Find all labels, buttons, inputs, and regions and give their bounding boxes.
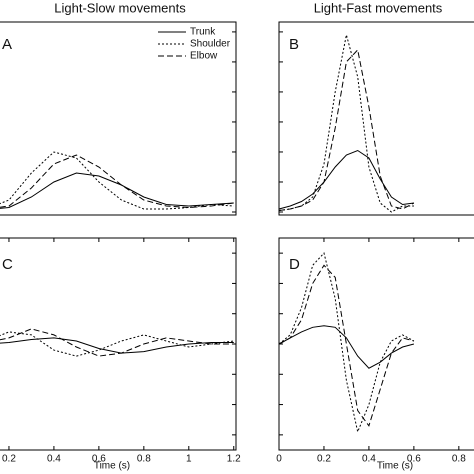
- x-tick-label: 0.2: [317, 454, 331, 465]
- panel-letter: D: [289, 256, 300, 273]
- legend-label: Shoulder: [190, 39, 231, 50]
- series-line: [278, 149, 414, 210]
- panel-letter: B: [289, 36, 299, 53]
- x-tick-label: 0.6: [407, 454, 421, 465]
- x-tick-label: 0.8: [452, 454, 466, 465]
- x-tick-label: 1.2: [227, 454, 241, 465]
- x-tick-label: 0.6: [92, 454, 106, 465]
- series-line: [278, 325, 415, 369]
- panel-letter: A: [2, 36, 12, 53]
- plot-frame: [278, 21, 474, 216]
- panel-title: Light-Slow movements: [54, 0, 186, 15]
- x-tick-label: 0.4: [47, 454, 61, 465]
- series-line: [0, 328, 234, 357]
- panel-title: Light-Fast movements: [314, 0, 443, 15]
- series-line: [0, 331, 234, 357]
- legend-label: Trunk: [190, 27, 216, 38]
- series-line: [0, 154, 234, 209]
- x-axis-label: Time (s): [94, 461, 130, 472]
- plot-frame: [0, 237, 237, 451]
- plot-frame: [278, 237, 474, 451]
- series-line: [278, 48, 415, 211]
- x-axis-label: Time (s): [377, 461, 413, 472]
- series-line: [0, 151, 234, 210]
- x-tick-label: 0: [276, 454, 282, 465]
- series-line: [278, 252, 415, 434]
- x-tick-label: 0.2: [2, 454, 16, 465]
- plot-frame: [0, 21, 237, 216]
- panel-letter: C: [2, 256, 13, 273]
- series-line: [0, 337, 234, 354]
- series-line: [278, 34, 414, 213]
- x-tick-label: 1: [186, 454, 192, 465]
- series-line: [278, 264, 415, 427]
- x-tick-label: 0.8: [137, 454, 151, 465]
- x-tick-label: 0.4: [362, 454, 376, 465]
- series-line: [0, 172, 234, 209]
- legend-label: Elbow: [190, 51, 218, 62]
